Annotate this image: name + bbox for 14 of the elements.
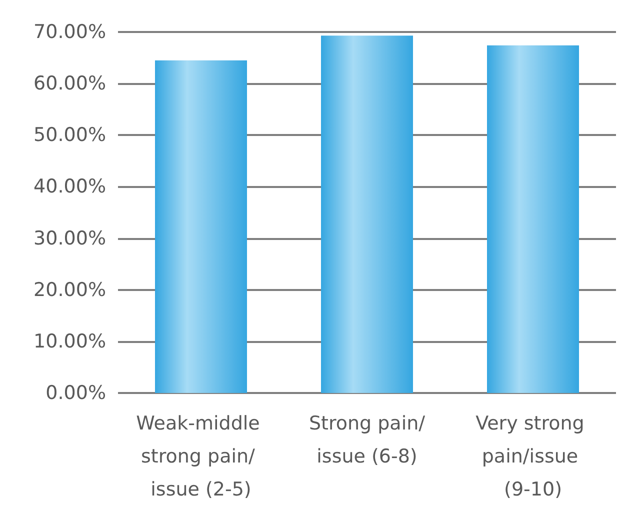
x-tick-label: Very strong pain/issue (9-10) xyxy=(476,412,590,500)
y-tick-label: 30.00% xyxy=(34,227,106,250)
x-tick-label: Strong pain/issue (6-8) xyxy=(308,412,426,468)
bar xyxy=(155,60,247,393)
y-tick-label: 50.00% xyxy=(34,124,106,146)
y-tick-label: 60.00% xyxy=(34,72,106,95)
y-tick-label: 20.00% xyxy=(34,278,106,301)
y-tick-label: 10.00% xyxy=(34,330,106,352)
bar xyxy=(487,45,579,393)
bar xyxy=(321,36,413,393)
y-tick-label: 40.00% xyxy=(34,176,106,198)
y-tick-label: 70.00% xyxy=(34,21,106,43)
y-tick-label: 0.00% xyxy=(46,382,106,404)
x-tick-label: Weak-middle strong pain/ issue (2-5) xyxy=(136,412,266,500)
